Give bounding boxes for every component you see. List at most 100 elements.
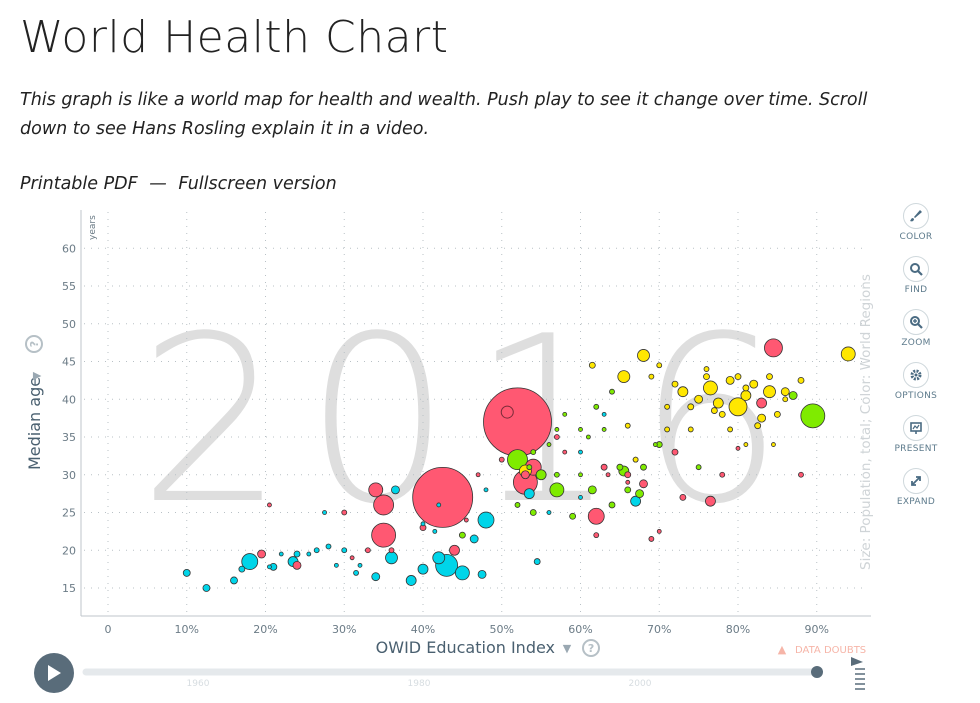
data-bubble[interactable] [569, 512, 577, 520]
data-bubble[interactable] [391, 485, 400, 495]
data-bubble[interactable] [788, 391, 798, 400]
data-bubble[interactable] [780, 387, 790, 397]
data-bubble[interactable] [679, 493, 687, 501]
data-bubble[interactable] [554, 427, 560, 432]
data-bubble[interactable] [757, 413, 767, 423]
printable-pdf-link[interactable]: Printable PDF [20, 174, 138, 194]
data-bubble[interactable] [322, 510, 327, 515]
data-bubble[interactable] [756, 397, 768, 409]
data-bubble[interactable] [671, 448, 679, 456]
data-bubble[interactable] [530, 449, 537, 456]
data-bubble[interactable] [719, 471, 726, 478]
data-bubble[interactable] [257, 549, 266, 559]
present-tool-button[interactable]: PRESENT [893, 415, 939, 468]
data-bubble[interactable] [648, 373, 655, 380]
data-bubble[interactable] [754, 422, 762, 430]
data-bubble[interactable] [454, 565, 470, 581]
data-bubble[interactable] [593, 403, 600, 410]
data-bubble[interactable] [710, 407, 718, 414]
data-bubble[interactable] [694, 394, 704, 404]
data-bubble[interactable] [238, 565, 246, 573]
data-bubble[interactable] [520, 470, 530, 480]
data-bubble[interactable] [293, 550, 301, 558]
data-bubble[interactable] [695, 464, 702, 471]
data-bubble[interactable] [514, 502, 521, 508]
data-bubble[interactable] [771, 442, 776, 447]
data-bubble[interactable] [648, 536, 655, 542]
data-bubble[interactable] [587, 485, 597, 495]
data-bubble[interactable] [458, 531, 466, 539]
data-bubble[interactable] [637, 349, 650, 362]
data-bubble[interactable] [671, 380, 679, 388]
size-color-label[interactable]: Size: Population, total; Color: World Re… [858, 274, 874, 570]
data-bubble[interactable] [749, 379, 759, 389]
x-axis-help-icon[interactable]: ? [582, 639, 600, 657]
data-bubble[interactable] [325, 543, 332, 550]
data-bubble[interactable] [687, 426, 694, 433]
data-bubble[interactable] [743, 442, 749, 447]
data-bubble[interactable] [526, 464, 533, 471]
data-bubble[interactable] [624, 471, 632, 479]
expand-tool-button[interactable]: EXPAND [893, 468, 939, 521]
data-bubble[interactable] [432, 528, 438, 534]
data-bubble[interactable] [313, 547, 320, 554]
data-bubble[interactable] [523, 488, 535, 500]
data-bubble[interactable] [306, 551, 312, 557]
data-bubble[interactable] [371, 522, 397, 548]
data-bubble[interactable] [773, 410, 781, 418]
data-bubble[interactable] [588, 361, 596, 369]
data-bubble[interactable] [368, 482, 384, 498]
data-bubble[interactable] [553, 434, 560, 440]
data-bubble[interactable] [763, 385, 776, 399]
data-bubble[interactable] [593, 532, 600, 539]
data-doubts-link[interactable]: ▲ DATA DOUBTS [778, 643, 866, 656]
data-bubble[interactable] [483, 387, 552, 457]
data-bubble[interactable] [616, 463, 624, 471]
y-axis-dropdown-icon[interactable]: ▼ [30, 371, 43, 380]
data-bubble[interactable] [703, 380, 718, 396]
zoom-tool-button[interactable]: ZOOM [893, 309, 939, 362]
data-bubble[interactable] [357, 562, 363, 568]
speed-control[interactable] [851, 657, 865, 690]
data-bubble[interactable] [635, 489, 644, 499]
data-bubble[interactable] [735, 445, 741, 451]
data-bubble[interactable] [609, 388, 615, 395]
data-bubble[interactable] [605, 472, 611, 478]
y-axis-selector[interactable]: Median age ▼ ? [25, 335, 44, 470]
data-bubble[interactable] [727, 426, 734, 433]
data-bubble[interactable] [278, 551, 284, 557]
data-bubble[interactable] [617, 370, 631, 384]
timeline-handle[interactable] [811, 666, 823, 678]
data-bubble[interactable] [349, 555, 355, 561]
data-bubble[interactable] [533, 558, 541, 565]
data-doubts-label[interactable]: DATA DOUBTS [795, 645, 866, 656]
data-bubble[interactable] [507, 449, 528, 471]
data-bubble[interactable] [241, 553, 259, 570]
data-bubble[interactable] [624, 486, 632, 494]
play-button[interactable] [34, 653, 74, 693]
data-bubble[interactable] [840, 346, 856, 362]
data-bubble[interactable] [656, 528, 662, 534]
data-bubble[interactable] [477, 511, 495, 529]
data-bubble[interactable] [475, 472, 481, 478]
data-bubble[interactable] [230, 576, 238, 585]
data-bubble[interactable] [469, 534, 479, 544]
data-bubble[interactable] [587, 507, 605, 525]
data-bubble[interactable] [546, 442, 552, 447]
data-bubble[interactable] [764, 338, 783, 358]
data-bubble[interactable] [664, 426, 671, 433]
data-bubble[interactable] [498, 456, 505, 463]
data-bubble[interactable] [417, 563, 429, 575]
data-bubble[interactable] [712, 397, 724, 409]
data-bubble[interactable] [463, 517, 469, 523]
data-bubble[interactable] [546, 510, 552, 515]
data-bubble[interactable] [640, 463, 647, 471]
data-bubble[interactable] [734, 373, 742, 381]
y-axis-help-icon[interactable]: ? [25, 335, 43, 353]
data-bubble[interactable] [624, 422, 631, 429]
timeline-slider[interactable]: 1960 1980 2000 [82, 666, 823, 689]
bubble-chart[interactable]: 2016 15 20 25 30 35 40 45 50 55 60 0 10% 20% 30% 40% 5… [0, 200, 980, 703]
data-bubble[interactable] [267, 564, 272, 570]
data-bubble[interactable] [549, 482, 565, 498]
data-bubble[interactable] [353, 569, 359, 576]
